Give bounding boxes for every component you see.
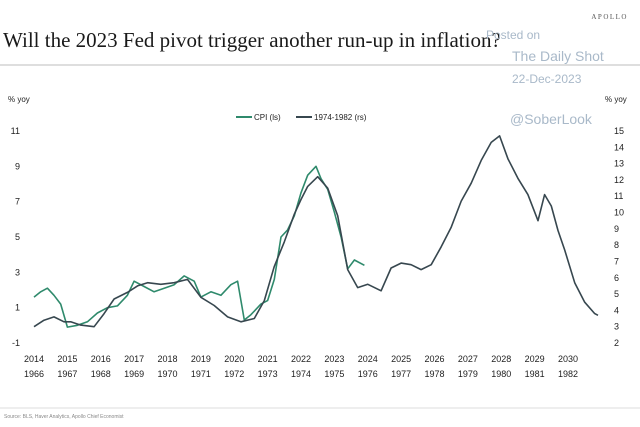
x-tick-label-bottom: 1972 (224, 369, 244, 379)
apollo-logo: APOLLO (591, 13, 628, 21)
x-tick-label-top: 2018 (157, 354, 177, 364)
x-tick-label-bottom: 1981 (525, 369, 545, 379)
y-left-tick-label: -1 (12, 338, 20, 348)
y-left-tick-label: 5 (15, 232, 20, 242)
x-tick-label-top: 2022 (291, 354, 311, 364)
x-tick-label-bottom: 1969 (124, 369, 144, 379)
x-tick-label-top: 2029 (525, 354, 545, 364)
y-left-tick-label: 11 (11, 126, 20, 136)
series-line-cpi (33, 165, 365, 328)
watermark-posted: Posted on (486, 28, 541, 42)
watermark-date: 22-Dec-2023 (512, 72, 582, 86)
series-line-1974-1982 (33, 135, 599, 328)
y-right-tick-label: 2 (614, 338, 619, 348)
x-tick-label-bottom: 1973 (258, 369, 278, 379)
y-right-tick-label: 8 (614, 240, 619, 250)
legend: CPI (ls) 1974-1982 (rs) (236, 113, 367, 122)
x-tick-label-bottom: 1971 (191, 369, 211, 379)
y-left-tick-label: 3 (15, 267, 20, 277)
x-tick-label-top: 2024 (358, 354, 378, 364)
x-tick-label-bottom: 1970 (157, 369, 177, 379)
x-tick-label-top: 2026 (424, 354, 444, 364)
y-right-tick-label: 6 (614, 273, 619, 283)
x-tick-label-top: 2027 (458, 354, 478, 364)
source-note: Source: BLS, Haver Analytics, Apollo Chi… (4, 414, 124, 420)
y-right-tick-label: 5 (614, 289, 619, 299)
y-right-tick-label: 15 (614, 126, 624, 136)
x-tick-label-bottom: 1976 (358, 369, 378, 379)
x-tick-label-bottom: 1982 (558, 369, 578, 379)
y-right-tick-label: 3 (614, 322, 619, 332)
x-tick-label-bottom: 1979 (458, 369, 478, 379)
y-right-unit: % yoy (605, 95, 627, 104)
x-tick-label-bottom: 1978 (424, 369, 444, 379)
y-left-unit: % yoy (8, 95, 30, 104)
x-tick-label-top: 2025 (391, 354, 411, 364)
y-right-tick-label: 11 (614, 191, 623, 201)
y-left-tick-label: 9 (15, 161, 20, 171)
watermark-handle: @SoberLook (510, 111, 592, 127)
x-tick-label-bottom: 1975 (324, 369, 344, 379)
y-right-tick-label: 13 (614, 159, 624, 169)
y-left-tick-label: 7 (15, 197, 20, 207)
x-tick-label-top: 2020 (224, 354, 244, 364)
legend-label-hist: 1974-1982 (rs) (314, 113, 367, 122)
y-right-tick-label: 7 (614, 256, 619, 266)
x-tick-label-top: 2021 (258, 354, 278, 364)
x-tick-label-bottom: 1966 (24, 369, 44, 379)
y-right-tick-label: 10 (614, 208, 624, 218)
x-tick-label-bottom: 1968 (91, 369, 111, 379)
chart-title: Will the 2023 Fed pivot trigger another … (3, 28, 501, 52)
y-right-tick-label: 4 (614, 305, 619, 315)
y-right-tick-label: 12 (614, 175, 624, 185)
x-tick-label-top: 2017 (124, 354, 144, 364)
x-tick-label-top: 2015 (57, 354, 77, 364)
y-right-tick-label: 14 (614, 142, 624, 152)
x-tick-label-top: 2023 (324, 354, 344, 364)
x-tick-label-top: 2016 (91, 354, 111, 364)
x-tick-label-bottom: 1974 (291, 369, 311, 379)
watermark-site: The Daily Shot (512, 48, 604, 64)
x-tick-label-top: 2014 (24, 354, 44, 364)
x-tick-label-bottom: 1980 (491, 369, 511, 379)
x-tick-label-bottom: 1977 (391, 369, 411, 379)
x-tick-label-top: 2019 (191, 354, 211, 364)
legend-label-cpi: CPI (ls) (254, 113, 281, 122)
x-tick-label-top: 2030 (558, 354, 578, 364)
x-tick-label-top: 2028 (491, 354, 511, 364)
y-left-tick-label: 1 (15, 303, 20, 313)
y-right-tick-label: 9 (614, 224, 619, 234)
x-tick-label-bottom: 1967 (57, 369, 77, 379)
